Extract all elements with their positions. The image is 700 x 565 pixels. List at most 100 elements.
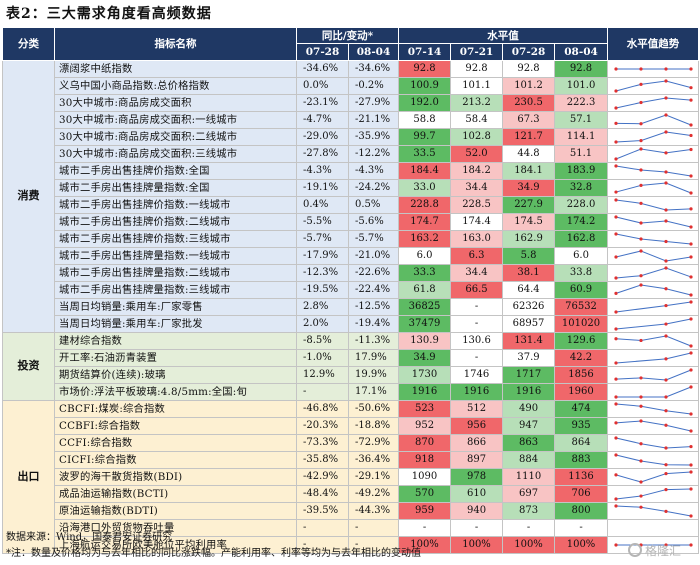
table-body: 消费 漂阔浆中纸指数 -34.6% -34.6% 92.8 92.8 92.8 92.8 义乌中… bbox=[2, 59, 700, 554]
trend-cell bbox=[607, 365, 700, 384]
trend-point bbox=[689, 67, 693, 71]
yoy-value: -19.4% bbox=[347, 314, 400, 333]
table-row: 义乌中国小商品指数:总价格指数 0.0% -0.2% 100.9 101.1 101.2 1… bbox=[3, 76, 700, 95]
yoy-value: 17.1% bbox=[347, 382, 400, 401]
trend-line bbox=[615, 165, 692, 177]
level-value: - bbox=[502, 518, 556, 537]
indicator-name: 30大中城市:商品房成交面积:三线城市 bbox=[54, 144, 297, 163]
trend-line bbox=[615, 318, 692, 330]
level-value: 184.2 bbox=[450, 161, 504, 180]
trend-line bbox=[615, 454, 692, 466]
level-value: - bbox=[398, 518, 452, 537]
table-row: CCBFI:综合指数 -20.3% -18.8% 952 956 947 935 bbox=[3, 416, 700, 435]
level-value: 163.0 bbox=[450, 229, 504, 248]
level-value: 130.9 bbox=[398, 331, 452, 350]
trend-point bbox=[639, 138, 643, 142]
yoy-value: -21.1% bbox=[347, 110, 400, 129]
watermark: 格隆汇 bbox=[628, 540, 696, 560]
trend-point bbox=[689, 514, 693, 518]
trend-point bbox=[639, 82, 643, 86]
trend-cell bbox=[607, 110, 700, 129]
high-frequency-data-table: 分类 指标名称 同比/变动* 水平值 水平值趋势 07-28 08-04 07-… bbox=[2, 26, 700, 554]
level-value: 1717 bbox=[502, 365, 556, 384]
trend-cell bbox=[607, 399, 700, 418]
trend-point bbox=[689, 412, 693, 416]
trend-cell bbox=[607, 76, 700, 95]
level-value: 940 bbox=[450, 501, 504, 520]
level-value: 1090 bbox=[398, 467, 452, 486]
level-value: - bbox=[554, 518, 609, 537]
trend-point bbox=[689, 191, 693, 195]
yoy-value: -12.3% bbox=[296, 263, 349, 282]
yoy-value: -19.1% bbox=[296, 178, 349, 197]
indicator-name: 城市二手房出售挂牌量指数:全国 bbox=[54, 178, 297, 197]
trend-point bbox=[689, 293, 693, 297]
yoy-value: -48.4% bbox=[296, 484, 349, 503]
trend-point bbox=[664, 462, 668, 467]
table-row: 开工率:石油沥青装置 -1.0% 17.9% 34.9-37.9 42.2 bbox=[3, 348, 700, 367]
data-source-note: 数据来源：Wind，国泰君安证券研究 bbox=[6, 532, 173, 543]
trend-sparkline bbox=[614, 67, 693, 71]
trend-cell bbox=[607, 467, 700, 486]
yoy-value: -22.4% bbox=[347, 280, 400, 299]
indicator-name: CCFI:综合指数 bbox=[54, 433, 297, 452]
trend-cell bbox=[607, 144, 700, 163]
table-row: 城市二手房出售挂牌价指数:一线城市 0.4% 0.5% 228.8 228.5 227.9… bbox=[3, 195, 700, 214]
trend-point bbox=[614, 198, 618, 202]
trend-sparkline bbox=[614, 215, 693, 229]
level-value: 101.0 bbox=[554, 76, 609, 95]
trend-point bbox=[639, 505, 643, 509]
trend-line bbox=[615, 148, 692, 160]
level-value: 523 bbox=[398, 399, 452, 418]
trend-point bbox=[664, 181, 668, 185]
level-value: 1746 bbox=[450, 365, 504, 384]
level-value: 76532 bbox=[554, 297, 609, 316]
table-row: 市场价:浮法平板玻璃:4.8/5mm:全国:旬 -17.1% 1916 1916 191… bbox=[3, 382, 700, 401]
trend-point bbox=[614, 140, 618, 144]
trend-sparkline bbox=[614, 198, 693, 212]
yoy-value: -29.0% bbox=[296, 127, 349, 146]
trend-point bbox=[689, 487, 693, 491]
yoy-value: -44.3% bbox=[347, 501, 400, 520]
indicator-name: 波罗的海干散货指数(BDI) bbox=[54, 467, 297, 486]
yoy-value: 17.9% bbox=[347, 348, 400, 367]
indicator-name: CBCFI:煤炭:综合指数 bbox=[54, 399, 297, 418]
category-cell: 投资 bbox=[2, 331, 55, 401]
trend-point bbox=[664, 150, 668, 155]
trend-line bbox=[615, 403, 692, 415]
trend-sparkline bbox=[614, 147, 693, 161]
trend-point bbox=[639, 283, 643, 287]
level-value: - bbox=[450, 348, 504, 367]
trend-line bbox=[615, 471, 692, 483]
level-value: 5.8 bbox=[502, 246, 556, 265]
level-value: 52.0 bbox=[450, 144, 504, 163]
level-value: 222.3 bbox=[554, 93, 609, 112]
trend-line bbox=[616, 386, 692, 398]
trend-cell bbox=[607, 161, 700, 180]
level-value: 36825 bbox=[398, 297, 452, 316]
yoy-value: -29.1% bbox=[347, 467, 400, 486]
level-value: 100% bbox=[554, 535, 609, 554]
trend-point bbox=[639, 237, 643, 241]
trend-sparkline bbox=[614, 130, 693, 144]
yoy-value: -19.5% bbox=[296, 280, 349, 299]
trend-line bbox=[615, 437, 692, 449]
level-value: 1730 bbox=[398, 365, 452, 384]
level-value: 114.1 bbox=[554, 127, 609, 146]
level-value: 101.2 bbox=[502, 76, 556, 95]
level-value: 228.0 bbox=[554, 195, 609, 214]
trend-sparkline bbox=[614, 453, 693, 467]
trend-line bbox=[615, 199, 692, 211]
indicator-name: 义乌中国小商品指数:总价格指数 bbox=[54, 76, 297, 95]
trend-point bbox=[614, 453, 618, 457]
level-value: 952 bbox=[398, 416, 452, 435]
table-row: 上海航运交易所欧美舱位平均利用率 - -100% 100% 100% 100% bbox=[3, 535, 700, 554]
yoy-value: 0.4% bbox=[296, 195, 349, 214]
trend-line bbox=[616, 114, 692, 126]
level-value: 1916 bbox=[450, 382, 504, 401]
table-row: 城市二手房出售挂牌量指数:全国 -19.1% -24.2% 33.0 34.4 34.9 3… bbox=[3, 178, 700, 197]
level-value: 697 bbox=[502, 484, 556, 503]
level-value: 184.1 bbox=[502, 161, 556, 180]
trend-point bbox=[639, 121, 643, 126]
table-row: 波罗的海干散货指数(BDI) -42.9% -29.1% 1090 978 1110 113… bbox=[3, 467, 700, 486]
